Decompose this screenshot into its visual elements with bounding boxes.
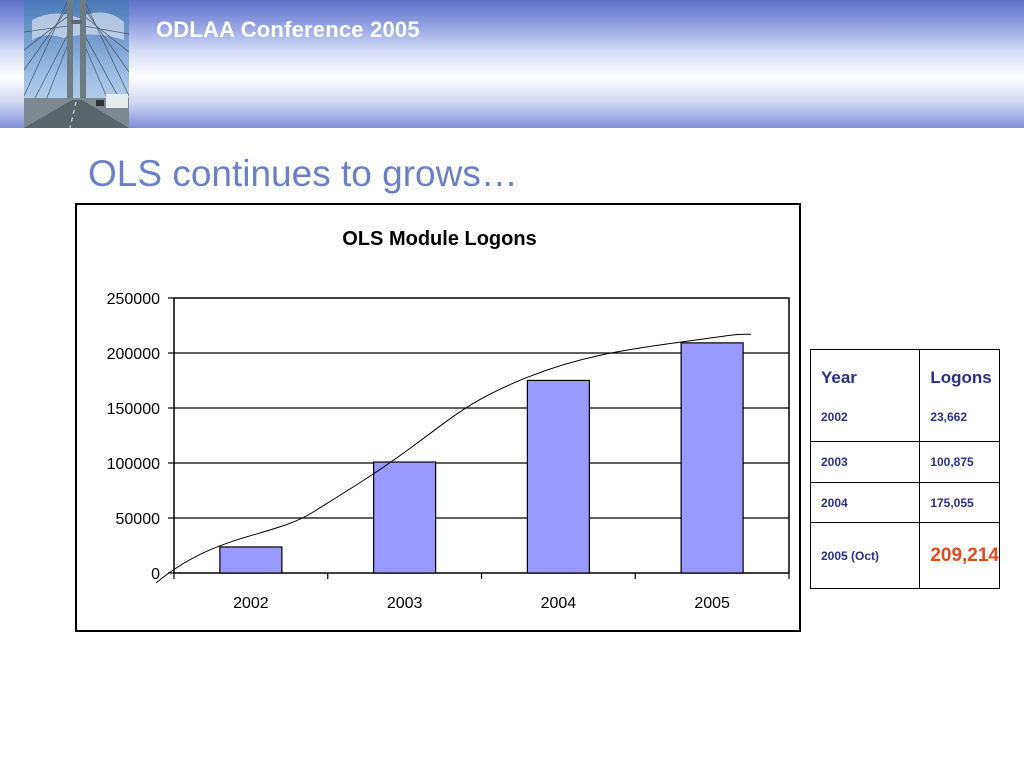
cell-year: 2002 [821, 410, 848, 424]
cell-logons-highlight: 209,214 [919, 522, 1000, 589]
conference-title: ODLAA Conference 2005 [156, 17, 420, 42]
cell-year: 2005 (Oct) [809, 522, 921, 589]
cell-logons: 23,662 [930, 410, 968, 424]
bar [680, 342, 744, 574]
y-tick-label: 0 [151, 566, 160, 583]
y-tick-label: 250000 [107, 291, 160, 308]
bar [526, 379, 590, 574]
table-header-row: Year 2002 Logons 23,662 [809, 349, 1000, 442]
cell-year: 2004 [809, 482, 921, 523]
chart-container: OLS Module Logons 0 50000 100000 150000 20000… [75, 203, 801, 632]
header-banner: ODLAA Conference 2005 [0, 0, 1024, 128]
bar [373, 461, 437, 574]
x-tick-label: 2002 [233, 595, 269, 612]
y-tick-label: 200000 [107, 346, 160, 363]
chart-title: OLS Module Logons [342, 228, 536, 250]
table-row: 2003 100,875 [809, 441, 1000, 483]
x-tick-label: 2004 [541, 595, 577, 612]
slide-title: OLS continues to grows… [88, 153, 518, 194]
logons-table: Year 2002 Logons 23,662 2003 100,875 200… [809, 349, 1000, 589]
cell-logons: 175,055 [919, 482, 1000, 523]
header-year: Year [821, 368, 857, 387]
bar-chart: OLS Module Logons 0 50000 100000 150000 20000… [107, 228, 790, 612]
cell-logons: 100,875 [919, 441, 1000, 483]
trendline [155, 333, 752, 584]
y-tick-label: 100000 [107, 456, 160, 473]
y-tick-label: 50000 [116, 511, 161, 528]
header-logons: Logons [930, 368, 992, 387]
x-tick-label: 2005 [694, 595, 730, 612]
table-row: 2004 175,055 [809, 482, 1000, 523]
bar [219, 546, 283, 574]
y-tick-label: 150000 [107, 401, 160, 418]
table-row: 2005 (Oct) 209,214 [809, 522, 1000, 589]
cell-year: 2003 [809, 441, 921, 483]
x-tick-label: 2003 [387, 595, 423, 612]
bridge-photo [24, 0, 129, 128]
